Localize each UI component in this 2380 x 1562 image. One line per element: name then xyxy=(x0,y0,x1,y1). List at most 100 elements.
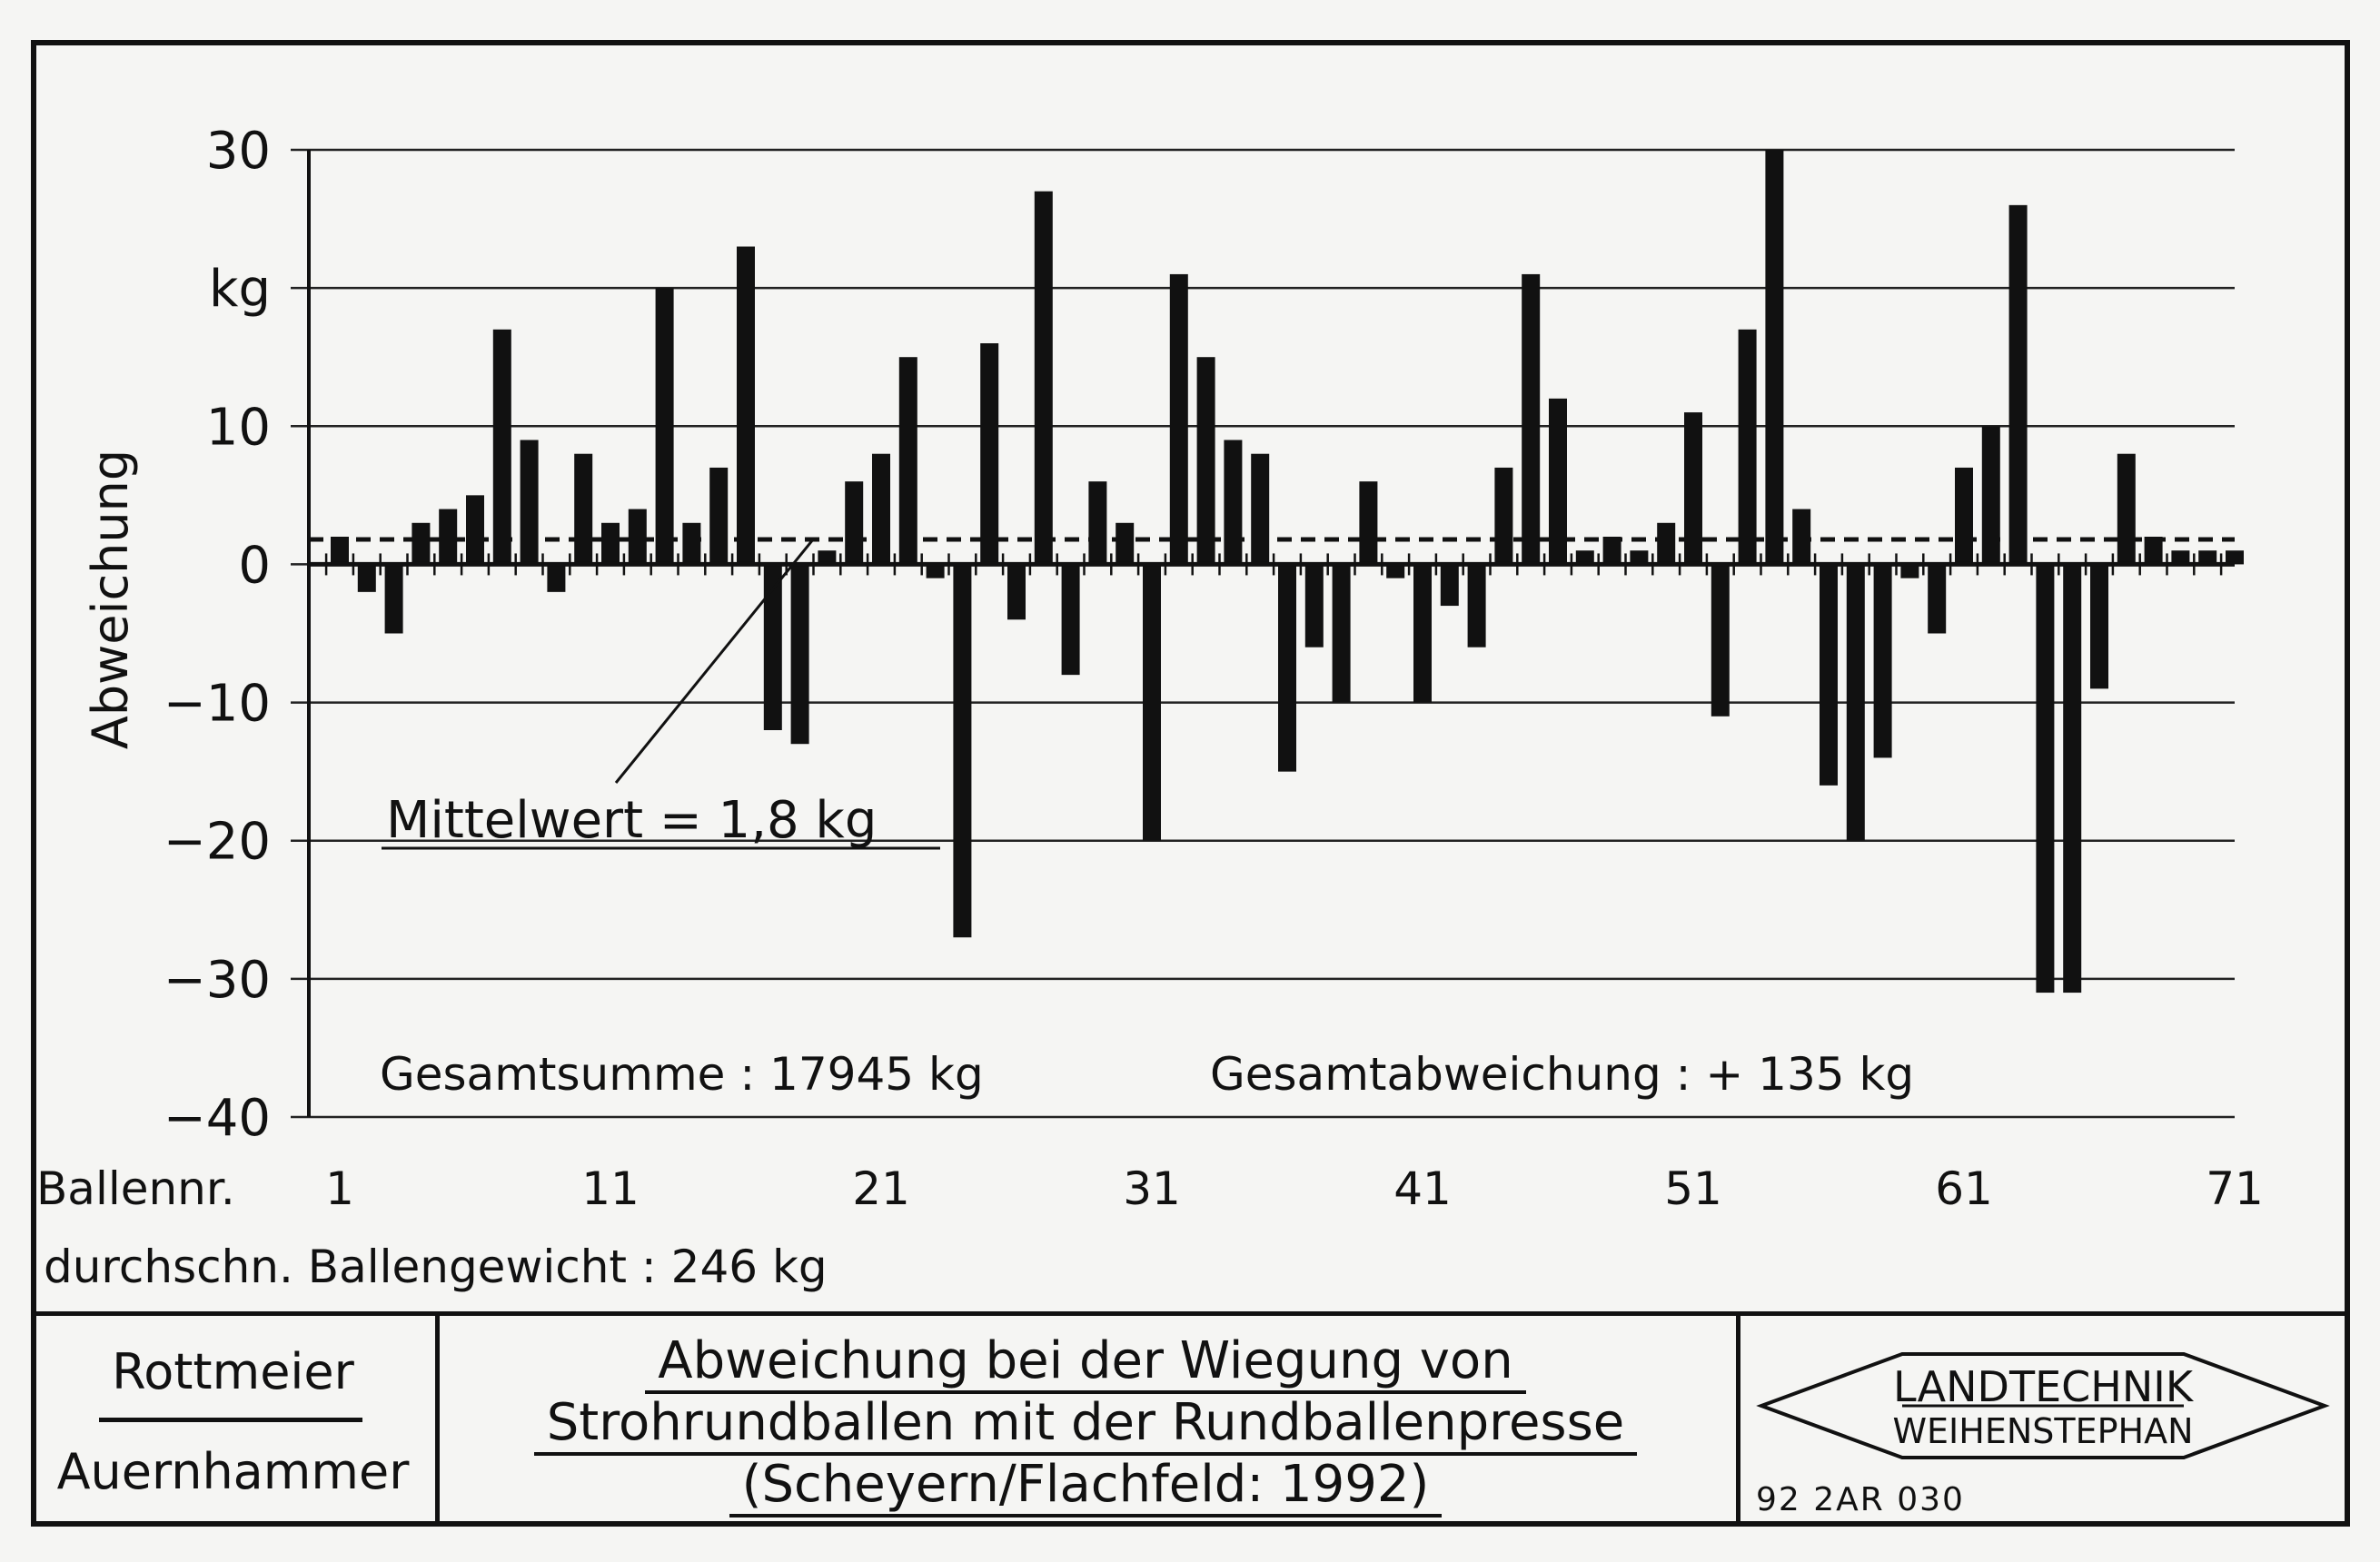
bar xyxy=(763,564,782,730)
bar xyxy=(1981,426,2000,565)
bar xyxy=(1467,564,1486,648)
figure-title-cell: Abweichung bei der Wiegung von Strohrund… xyxy=(435,1311,1740,1527)
bar xyxy=(1169,273,1188,565)
bar xyxy=(1088,481,1107,565)
x-tick-label: 51 xyxy=(1664,1162,1722,1215)
total-sum-annotation: Gesamtsumme : 17945 kg xyxy=(380,1048,984,1101)
logo-line-2: WEIHENSTEPHAN xyxy=(1892,1411,2193,1451)
bar xyxy=(1143,564,1161,841)
bar xyxy=(1846,564,1865,841)
bar xyxy=(1224,440,1243,565)
bar xyxy=(2198,550,2217,565)
bar xyxy=(1359,481,1378,565)
bar xyxy=(1116,522,1135,565)
bar xyxy=(1304,564,1324,648)
bar xyxy=(1278,564,1296,772)
title-text: (Scheyern/Flachfeld: 1992) xyxy=(729,1455,1443,1518)
bar xyxy=(547,564,566,592)
x-minor-ticks xyxy=(324,553,2223,576)
document-id: 92 2AR 030 xyxy=(1756,1481,1965,1518)
figure-title-line: Abweichung bei der Wiegung von xyxy=(435,1331,1736,1394)
bar xyxy=(1900,564,1919,578)
bar xyxy=(1711,564,1730,717)
bar xyxy=(2171,550,2190,565)
bar xyxy=(1522,273,1541,565)
bar xyxy=(331,537,349,565)
bar xyxy=(1413,564,1432,703)
bar xyxy=(1602,537,1621,565)
bar xyxy=(1792,509,1811,565)
y-tick-label: 10 xyxy=(206,398,271,457)
figure-title-line: (Scheyern/Flachfeld: 1992) xyxy=(435,1455,1736,1518)
mean-label: Mittelwert = 1,8 kg xyxy=(386,791,877,850)
y-tick-label: 0 xyxy=(238,536,271,595)
bar xyxy=(872,453,890,565)
bar xyxy=(1061,564,1080,676)
title-text: Abweichung bei der Wiegung von xyxy=(645,1331,1526,1394)
bar xyxy=(1657,522,1676,565)
bar xyxy=(466,495,484,565)
x-tick-labels: 1 11 21 31 41 51 61 71 xyxy=(325,1162,2264,1215)
bar xyxy=(412,522,431,565)
y-tick-label: −10 xyxy=(164,675,271,734)
bar xyxy=(926,564,945,578)
bar xyxy=(1738,329,1757,565)
y-tick-label: −40 xyxy=(164,1089,271,1148)
author-name: Auernhammer xyxy=(56,1443,410,1500)
x-tick-label: 11 xyxy=(581,1162,640,1215)
mean-leader-line xyxy=(614,539,815,784)
bar xyxy=(601,522,620,565)
bar xyxy=(845,481,864,565)
bar xyxy=(709,467,729,565)
bar xyxy=(1765,150,1784,565)
bar xyxy=(655,288,674,565)
y-tick-labels: 30 kg 10 0 −10 −20 −30 −40 xyxy=(164,122,271,1148)
bar xyxy=(682,522,701,565)
bar xyxy=(1575,550,1594,565)
bar xyxy=(2063,564,2082,994)
logo-line-1: LANDTECHNIK xyxy=(1893,1362,2195,1411)
bar xyxy=(1440,564,1459,607)
bar xyxy=(2090,564,2108,689)
bar xyxy=(1034,191,1053,565)
y-tick-label: 30 xyxy=(206,122,271,181)
bar xyxy=(2117,453,2136,565)
average-weight-annotation: durchschn. Ballengewicht : 246 kg xyxy=(44,1241,828,1293)
bar xyxy=(2008,204,2028,565)
bar xyxy=(1386,564,1405,578)
bar xyxy=(1873,564,1892,758)
bar xyxy=(1630,550,1649,565)
figure-frame xyxy=(31,40,2350,1527)
bar xyxy=(520,440,539,565)
bar xyxy=(1928,564,1947,634)
total-deviation-annotation: Gesamtabweichung : + 135 kg xyxy=(1210,1048,1914,1101)
bar xyxy=(1332,564,1351,703)
bar xyxy=(574,453,593,565)
x-tick-label: 21 xyxy=(852,1162,910,1215)
x-tick-label: 61 xyxy=(1935,1162,1993,1215)
bar xyxy=(1494,467,1513,565)
bar xyxy=(628,509,647,565)
author-separator xyxy=(99,1418,362,1422)
bars xyxy=(331,150,2244,994)
x-axis-label: Ballennr. xyxy=(36,1162,235,1215)
authors-cell: Rottmeier Auernhammer xyxy=(31,1311,440,1527)
bar xyxy=(2144,537,2163,565)
bar xyxy=(1955,467,1973,565)
author-name: Rottmeier xyxy=(112,1343,354,1400)
x-tick-label: 31 xyxy=(1123,1162,1181,1215)
bar xyxy=(384,564,403,634)
x-tick-label: 1 xyxy=(325,1162,354,1215)
bar xyxy=(2226,550,2244,565)
bar xyxy=(737,246,755,565)
figure-title-line: Strohrundballen mit der Rundballenpresse xyxy=(435,1393,1736,1456)
bar xyxy=(492,329,511,565)
y-tick-label: −30 xyxy=(164,951,271,1010)
x-tick-label: 41 xyxy=(1393,1162,1452,1215)
title-text: Strohrundballen mit der Rundballenpresse xyxy=(533,1393,1638,1456)
y-tick-label: −20 xyxy=(164,813,271,872)
bar xyxy=(790,564,809,745)
bar xyxy=(1549,398,1567,565)
bar xyxy=(980,343,999,565)
bar xyxy=(2036,564,2055,994)
